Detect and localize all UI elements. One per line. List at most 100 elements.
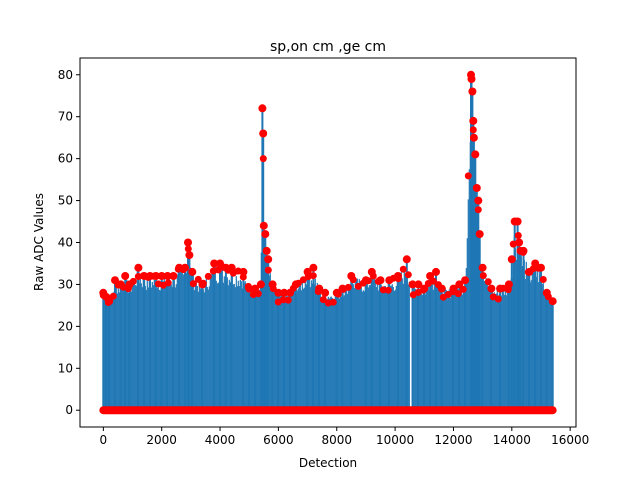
data-point — [210, 259, 219, 268]
x-tick-label: 0 — [100, 433, 108, 447]
data-point — [319, 296, 327, 304]
data-point — [291, 280, 300, 289]
data-point — [184, 245, 192, 253]
chart-title: sp,on cm ,ge cm — [270, 39, 386, 55]
data-point — [151, 272, 160, 280]
data-point — [347, 272, 356, 280]
x-tick-label: 16000 — [551, 433, 589, 447]
y-tick-label: 80 — [58, 68, 73, 82]
data-point — [121, 272, 130, 280]
data-point — [109, 292, 117, 300]
data-point — [256, 280, 265, 289]
data-point — [105, 297, 114, 306]
data-point — [504, 280, 513, 289]
data-point — [262, 246, 271, 255]
data-point — [216, 259, 224, 268]
y-axis-label: Raw ADC Values — [32, 193, 46, 291]
data-point — [169, 272, 178, 280]
data-point — [315, 284, 324, 293]
x-tick-label: 10000 — [376, 433, 414, 447]
data-point — [332, 288, 341, 297]
x-tick-label: 14000 — [493, 433, 531, 447]
y-axis: 0 10 20 30 40 50 60 70 80 — [58, 68, 80, 417]
y-tick-label: 70 — [58, 110, 73, 124]
data-point — [515, 238, 524, 247]
data-point — [321, 288, 330, 297]
data-point — [471, 150, 480, 159]
data-point — [414, 280, 423, 289]
y-tick-label: 60 — [58, 152, 73, 166]
data-point — [309, 263, 318, 272]
data-point — [449, 284, 458, 293]
data-point — [487, 284, 496, 293]
data-point — [175, 263, 184, 272]
data-point — [125, 280, 134, 289]
y-tick-label: 0 — [65, 403, 73, 417]
data-point — [461, 276, 470, 285]
data-point — [264, 266, 272, 274]
data-point — [513, 217, 522, 226]
data-point — [251, 284, 260, 293]
data-point — [468, 87, 477, 96]
data-point — [367, 267, 376, 276]
data-point — [474, 196, 483, 205]
data-point — [472, 184, 481, 192]
data-point — [134, 263, 143, 272]
data-point — [329, 298, 337, 306]
data-point — [494, 295, 502, 303]
data-point — [484, 278, 492, 286]
data-point — [537, 263, 545, 272]
data-point — [474, 206, 482, 214]
data-point — [227, 263, 236, 272]
data-point — [454, 290, 462, 298]
data-point — [426, 272, 435, 280]
data-point — [181, 263, 189, 272]
peak-stems — [102, 74, 554, 411]
data-point — [221, 263, 230, 272]
data-point — [467, 75, 476, 83]
data-point — [475, 230, 484, 239]
y-tick-label: 30 — [58, 277, 73, 291]
data-point — [194, 275, 202, 283]
data-point — [284, 296, 292, 304]
x-axis: 0 2000 4000 6000 8000 10000 12000 14000 16000 — [100, 427, 589, 447]
data-point — [198, 280, 207, 289]
data-point — [432, 267, 440, 276]
y-tick-label: 20 — [58, 319, 73, 333]
data-point — [479, 272, 487, 280]
data-point — [354, 282, 362, 290]
data-point — [338, 284, 347, 293]
data-point — [184, 238, 192, 247]
data-point — [420, 284, 429, 293]
data-point — [146, 272, 154, 280]
data-point — [309, 272, 317, 280]
data-point — [469, 116, 478, 125]
data-point — [303, 267, 312, 276]
data-point — [385, 276, 394, 285]
data-point — [507, 255, 516, 264]
plot-area — [99, 70, 557, 415]
data-point — [548, 297, 557, 306]
data-point — [245, 284, 254, 293]
data-point — [111, 276, 119, 285]
x-axis-label: Detection — [299, 456, 357, 470]
data-point — [163, 272, 172, 280]
data-point — [394, 272, 402, 280]
data-point — [261, 230, 270, 239]
data-point — [531, 259, 540, 268]
data-point — [402, 255, 411, 264]
data-point — [189, 280, 197, 288]
data-point — [404, 271, 412, 279]
data-point — [280, 288, 289, 297]
data-point — [469, 126, 477, 134]
data-point — [496, 284, 505, 293]
data-point — [455, 280, 464, 289]
data-point — [478, 263, 487, 272]
data-point — [464, 172, 472, 180]
data-point — [259, 129, 268, 138]
data-point — [185, 251, 194, 260]
data-point — [259, 155, 267, 163]
data-markers — [99, 70, 557, 307]
data-point — [299, 276, 307, 284]
